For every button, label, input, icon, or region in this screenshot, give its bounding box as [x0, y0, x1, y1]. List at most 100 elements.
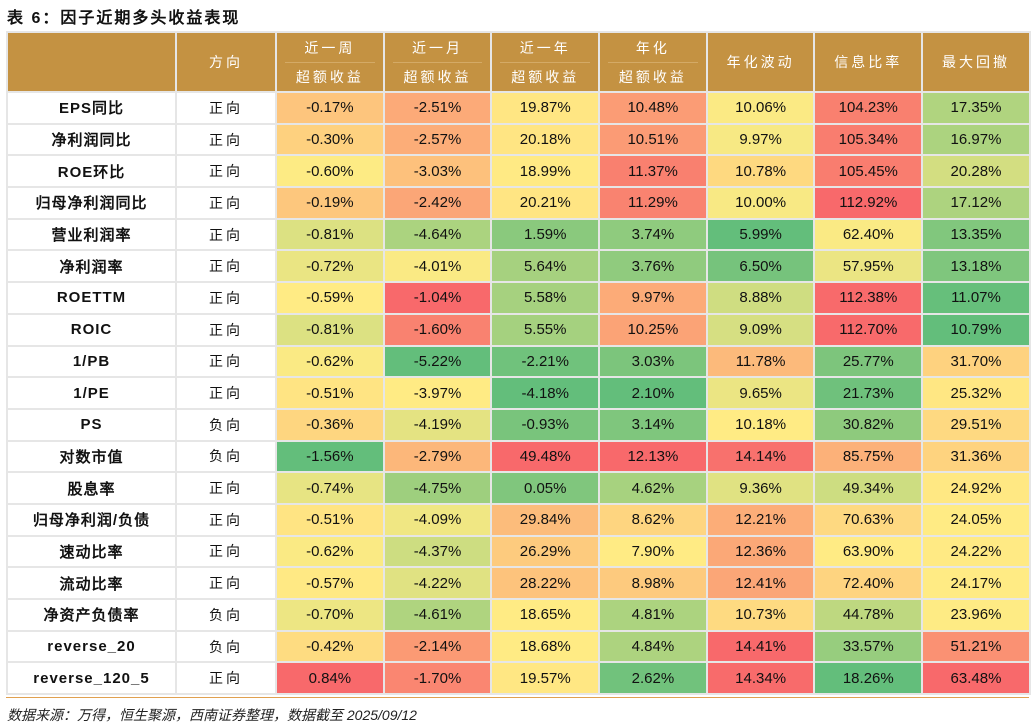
- value-cell: -0.62%: [275, 344, 385, 379]
- value-cell: -4.64%: [382, 217, 493, 252]
- value-cell: -2.57%: [382, 122, 493, 157]
- value-cell: 19.87%: [490, 91, 601, 125]
- value-cell: 105.45%: [813, 154, 924, 189]
- table-row: 对数市值 负向 -1.56% -2.79% 49.48% 12.13% 14.14% 85.7…: [6, 439, 1031, 474]
- header-label: 信息比率: [834, 54, 903, 70]
- value-cell: 14.34%: [705, 661, 816, 696]
- value-cell: 33.57%: [813, 629, 924, 664]
- value-cell: 63.48%: [921, 661, 1031, 696]
- factor-name: 股息率: [6, 471, 177, 505]
- value-cell: 51.21%: [921, 629, 1031, 664]
- direction-cell: 正向: [175, 91, 277, 125]
- value-cell: 18.99%: [490, 154, 601, 189]
- value-cell: 85.75%: [813, 439, 924, 474]
- direction-cell: 负向: [175, 629, 277, 664]
- value-cell: 2.62%: [598, 661, 708, 696]
- value-cell: 5.55%: [490, 312, 601, 347]
- value-cell: 8.98%: [598, 566, 708, 600]
- header-label: 年化: [635, 39, 670, 56]
- table-row: 速动比率 正向 -0.62% -4.37% 26.29% 7.90% 12.36% 63.90…: [6, 534, 1031, 569]
- value-cell: -0.72%: [275, 249, 385, 284]
- factor-name: 速动比率: [6, 534, 177, 569]
- table-row: 净利润同比 正向 -0.30% -2.57% 20.18% 10.51% 9.97% 105.…: [6, 122, 1031, 157]
- value-cell: -0.51%: [275, 502, 385, 537]
- value-cell: 24.22%: [921, 534, 1031, 569]
- value-cell: 20.21%: [490, 186, 601, 220]
- direction-cell: 负向: [175, 598, 277, 632]
- value-cell: 4.84%: [598, 629, 708, 664]
- value-cell: 112.92%: [813, 186, 924, 220]
- value-cell: -0.70%: [275, 598, 385, 632]
- value-cell: 70.63%: [813, 502, 924, 537]
- value-cell: 23.96%: [921, 598, 1031, 632]
- value-cell: 9.36%: [705, 471, 816, 505]
- value-cell: 2.10%: [598, 376, 708, 410]
- table-row: reverse_20 负向 -0.42% -2.14% 18.68% 4.84% 14.41…: [6, 629, 1031, 664]
- value-cell: 31.70%: [921, 344, 1031, 379]
- value-cell: 10.78%: [705, 154, 816, 189]
- table-row: 归母净利润同比 正向 -0.19% -2.42% 20.21% 11.29% 10.00% 1…: [6, 186, 1031, 220]
- direction-cell: 正向: [175, 312, 277, 347]
- value-cell: 5.99%: [705, 217, 816, 252]
- header-label: 近一年: [519, 39, 571, 56]
- column-header: [6, 31, 177, 93]
- value-cell: 6.50%: [705, 249, 816, 284]
- factor-name: reverse_120_5: [6, 661, 177, 696]
- column-header: 方向: [175, 31, 277, 93]
- value-cell: 31.36%: [921, 439, 1031, 474]
- table-row: 股息率 正向 -0.74% -4.75% 0.05% 4.62% 9.36% 49.34% 24…: [6, 471, 1031, 505]
- value-cell: 3.74%: [598, 217, 708, 252]
- value-cell: 12.21%: [705, 502, 816, 537]
- factor-name: 流动比率: [6, 566, 177, 600]
- direction-cell: 正向: [175, 249, 277, 284]
- table-row: reverse_120_5 正向 0.84% -1.70% 19.57% 2.62% 14.…: [6, 661, 1031, 696]
- value-cell: 10.18%: [705, 407, 816, 442]
- value-cell: -0.19%: [275, 186, 385, 220]
- value-cell: 9.09%: [705, 312, 816, 347]
- value-cell: 21.73%: [813, 376, 924, 410]
- column-header: 近一年 超额收益: [490, 31, 601, 93]
- value-cell: 13.35%: [921, 217, 1031, 252]
- value-cell: 4.62%: [598, 471, 708, 505]
- value-cell: 18.65%: [490, 598, 601, 632]
- value-cell: -3.97%: [382, 376, 493, 410]
- factor-name: 净利润率: [6, 249, 177, 284]
- value-cell: -2.79%: [382, 439, 493, 474]
- table-row: 1/PE 正向 -0.51% -3.97% -4.18% 2.10% 9.65% 21.73%…: [6, 376, 1031, 410]
- direction-cell: 正向: [175, 186, 277, 220]
- header-label: 超额收益: [608, 61, 698, 91]
- direction-cell: 正向: [175, 154, 277, 189]
- factor-performance-table: 方向 近一周 超额收益 近一月 超额收益 近一年 超额收益 年化 超额收益 年化波动 信息比率 最大回…: [6, 31, 1031, 696]
- direction-cell: 负向: [175, 407, 277, 442]
- value-cell: 8.88%: [705, 281, 816, 315]
- value-cell: -2.14%: [382, 629, 493, 664]
- value-cell: 1.59%: [490, 217, 601, 252]
- table-row: 归母净利润/负债 正向 -0.51% -4.09% 29.84% 8.62% 12.21% 7…: [6, 502, 1031, 537]
- value-cell: 3.14%: [598, 407, 708, 442]
- table-row: PS 负向 -0.36% -4.19% -0.93% 3.14% 10.18% 30.82% 2…: [6, 407, 1031, 442]
- value-cell: -0.30%: [275, 122, 385, 157]
- value-cell: -4.75%: [382, 471, 493, 505]
- table-row: 营业利润率 正向 -0.81% -4.64% 1.59% 3.74% 5.99% 62.40%…: [6, 217, 1031, 252]
- value-cell: -0.81%: [275, 312, 385, 347]
- value-cell: -0.81%: [275, 217, 385, 252]
- value-cell: 29.84%: [490, 502, 601, 537]
- value-cell: 12.13%: [598, 439, 708, 474]
- table-row: 净利润率 正向 -0.72% -4.01% 5.64% 3.76% 6.50% 57.95% 1…: [6, 249, 1031, 284]
- table-row: ROIC 正向 -0.81% -1.60% 5.55% 10.25% 9.09% 112.70…: [6, 312, 1031, 347]
- header-label: 近一月: [412, 39, 464, 56]
- direction-cell: 正向: [175, 661, 277, 696]
- value-cell: -0.62%: [275, 534, 385, 569]
- value-cell: 24.17%: [921, 566, 1031, 600]
- value-cell: 18.68%: [490, 629, 601, 664]
- value-cell: -0.51%: [275, 376, 385, 410]
- value-cell: 11.78%: [705, 344, 816, 379]
- header-label: 方向: [209, 54, 243, 70]
- factor-name: PS: [6, 407, 177, 442]
- table-row: 流动比率 正向 -0.57% -4.22% 28.22% 8.98% 12.41% 72.40…: [6, 566, 1031, 600]
- value-cell: -0.60%: [275, 154, 385, 189]
- value-cell: 5.58%: [490, 281, 601, 315]
- value-cell: -0.57%: [275, 566, 385, 600]
- value-cell: -4.01%: [382, 249, 493, 284]
- value-cell: -2.51%: [382, 91, 493, 125]
